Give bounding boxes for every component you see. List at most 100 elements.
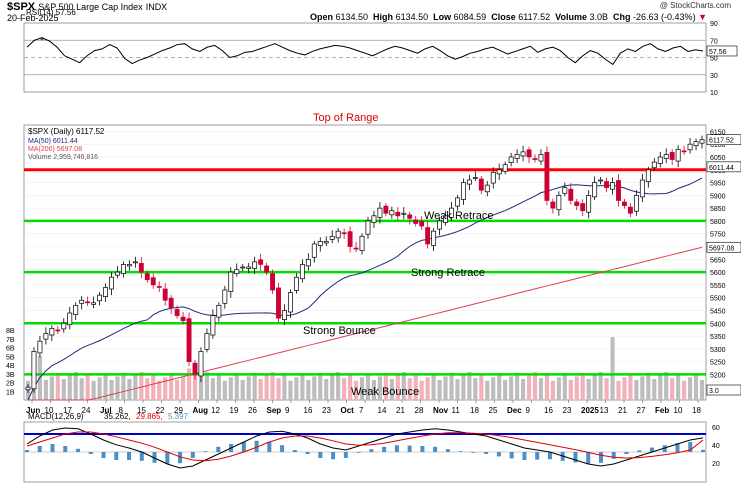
candle-body: [574, 201, 580, 206]
volume-bar: [556, 377, 561, 400]
macd-histogram-bar: [292, 450, 297, 452]
candle-body: [323, 241, 329, 244]
candle-body: [657, 156, 663, 164]
volume-legend: Volume 2,959,746,816: [28, 154, 98, 161]
chg-label: Chg: [613, 12, 631, 22]
volume-bar: [473, 378, 478, 400]
macd-histogram-bar: [611, 452, 616, 459]
macd-histogram-bar: [152, 452, 157, 463]
volume-label: Volume: [555, 12, 587, 22]
volume-bar: [306, 379, 311, 400]
candle-body: [490, 171, 496, 184]
volume-bar: [180, 376, 186, 400]
volume-bar: [186, 368, 192, 400]
macd-histogram-bar: [241, 442, 246, 452]
candle-body: [31, 351, 37, 390]
macd-histogram-bar: [343, 452, 348, 458]
volume-bar: [467, 372, 472, 400]
volume-bar: [580, 372, 585, 400]
volume-bar: [246, 376, 251, 400]
x-tick-label: 8: [119, 406, 124, 415]
x-tick-label: 25: [489, 406, 498, 415]
x-tick-label: 16: [304, 406, 313, 415]
macd-histogram-bar: [598, 452, 603, 463]
volume-bar: [622, 377, 627, 400]
candle-body: [335, 230, 341, 239]
volume-axis-label: 7B: [6, 337, 15, 344]
volume-axis-label: 5B: [6, 354, 15, 361]
volume-bar: [491, 377, 496, 400]
candle-body: [407, 214, 413, 219]
candle-body: [550, 201, 556, 209]
volume-bar: [85, 374, 90, 400]
volume-bar: [234, 373, 239, 400]
candle-body: [264, 265, 270, 273]
candle-body: [115, 271, 120, 276]
macd-histogram-bar: [394, 445, 399, 452]
volume-bar: [443, 376, 448, 400]
annotation-weak-retrace: Weak Retrace: [424, 210, 494, 222]
candle-body: [120, 264, 126, 274]
volume-bar: [586, 379, 591, 400]
price-legend: $SPX (Daily) 6117.52: [28, 127, 105, 136]
candle-body: [216, 304, 222, 318]
x-tick-label: 26: [248, 406, 257, 415]
volume-bar: [646, 372, 651, 400]
candle-body: [556, 194, 562, 211]
candle-body: [97, 294, 103, 302]
x-tick-label: 13: [600, 406, 609, 415]
x-tick-label: 21: [396, 406, 405, 415]
candle-body: [377, 207, 383, 218]
price-tick-label: 5200: [710, 372, 726, 379]
candle-body: [317, 241, 323, 246]
candle-body: [234, 269, 240, 274]
volume-bar: [664, 372, 669, 400]
close-label: Close: [491, 12, 516, 22]
x-tick-label: 23: [322, 406, 331, 415]
ma50-last-label: 6011.44: [709, 165, 734, 172]
volume-bar: [121, 372, 126, 400]
candle-body: [669, 152, 675, 160]
rsi-tick-label: 30: [710, 73, 718, 80]
price-tick-label: 5800: [710, 219, 726, 226]
price-tick-label: 5550: [710, 283, 726, 290]
volume-bar: [395, 375, 400, 400]
x-tick-label: 11: [452, 406, 461, 415]
candle-body: [383, 205, 389, 214]
candle-body: [25, 386, 31, 391]
macd-histogram-bar: [114, 452, 119, 460]
candle-body: [675, 148, 681, 162]
ma50-last-label-box: [706, 161, 741, 173]
volume-bar: [526, 375, 532, 400]
volume-bar: [43, 379, 48, 400]
macd-histogram-bar: [305, 452, 310, 454]
volume-bar: [652, 379, 657, 400]
rsi-last-box: [706, 45, 738, 57]
macd-histogram-bar: [50, 444, 55, 452]
x-tick-label: 16: [544, 406, 553, 415]
macd-histogram-bar: [662, 445, 667, 452]
rsi-line: [26, 37, 704, 66]
ma50-line: [27, 177, 703, 401]
volume-axis-label: 1B: [6, 389, 15, 396]
annotation-top-of-range: Top of Range: [313, 112, 378, 124]
volume-bar: [222, 380, 227, 400]
candle-body: [508, 156, 514, 163]
volume-bar: [509, 376, 514, 400]
candle-body: [449, 207, 454, 218]
macd-histogram-bar: [254, 440, 259, 452]
volume-bar: [544, 374, 550, 400]
candle-body: [150, 277, 156, 286]
macd-signal-line: [26, 431, 704, 462]
x-tick-label: 21: [618, 406, 627, 415]
candle-body: [144, 273, 150, 281]
volume-bar: [371, 379, 377, 400]
x-tick-label: Nov: [433, 406, 449, 415]
price-tick-label: 5250: [710, 360, 726, 367]
volume-bar: [336, 372, 341, 400]
price-tick-label: 5400: [710, 321, 726, 328]
candle-body: [645, 169, 651, 182]
volume-bar: [353, 380, 359, 400]
